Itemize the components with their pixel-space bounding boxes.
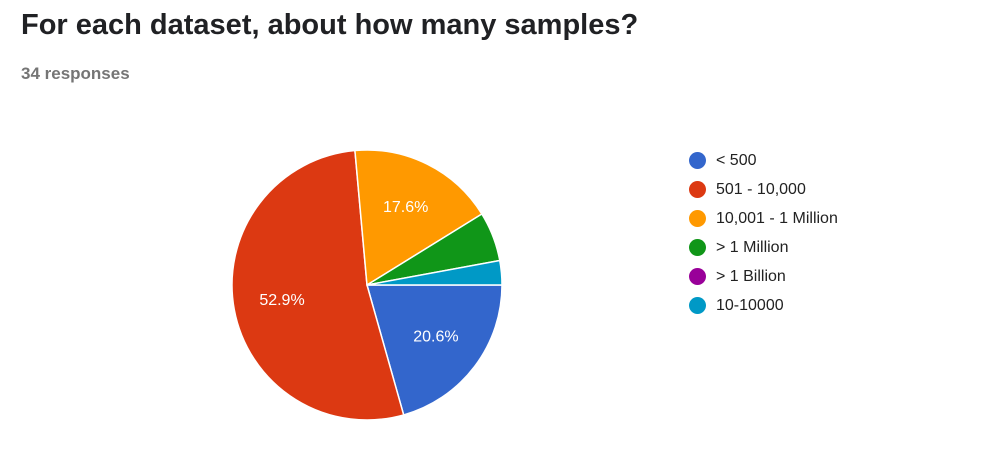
legend-label: 501 - 10,000 — [716, 180, 806, 198]
chart-title: For each dataset, about how many samples… — [21, 9, 639, 41]
slice-label-10-001-1-million: 17.6% — [383, 199, 428, 216]
slice-label-501-10-000: 52.9% — [259, 292, 304, 309]
slice-label-500: 20.6% — [413, 329, 458, 346]
legend-item-10-001-1-million[interactable]: 10,001 - 1 Million — [689, 204, 838, 233]
pie-slice-500[interactable] — [366, 284, 503, 416]
legend-item-501-10-000[interactable]: 501 - 10,000 — [689, 175, 838, 204]
legend-swatch-icon — [689, 210, 706, 227]
legend-swatch-icon — [689, 152, 706, 169]
legend-swatch-icon — [689, 297, 706, 314]
pie-slice-10-001-1-million[interactable] — [354, 149, 483, 287]
legend-label: 10-10000 — [716, 296, 784, 314]
chart-legend: < 500 501 - 10,000 10,001 - 1 Million > 1 M… — [689, 146, 838, 320]
legend-label: > 1 Billion — [716, 267, 786, 285]
legend-swatch-icon — [689, 239, 706, 256]
legend-label: 10,001 - 1 Million — [716, 209, 838, 227]
legend-label: > 1 Million — [716, 238, 789, 256]
response-count: 34 responses — [21, 64, 130, 83]
legend-label: < 500 — [716, 151, 757, 169]
pie-slice-10-10000[interactable] — [366, 259, 503, 286]
legend-swatch-icon — [689, 181, 706, 198]
legend-item-1-billion[interactable]: > 1 Billion — [689, 262, 838, 291]
legend-item-10-10000[interactable]: 10-10000 — [689, 291, 838, 320]
legend-item-1-million[interactable]: > 1 Million — [689, 233, 838, 262]
legend-item-500[interactable]: < 500 — [689, 146, 838, 175]
legend-swatch-icon — [689, 268, 706, 285]
